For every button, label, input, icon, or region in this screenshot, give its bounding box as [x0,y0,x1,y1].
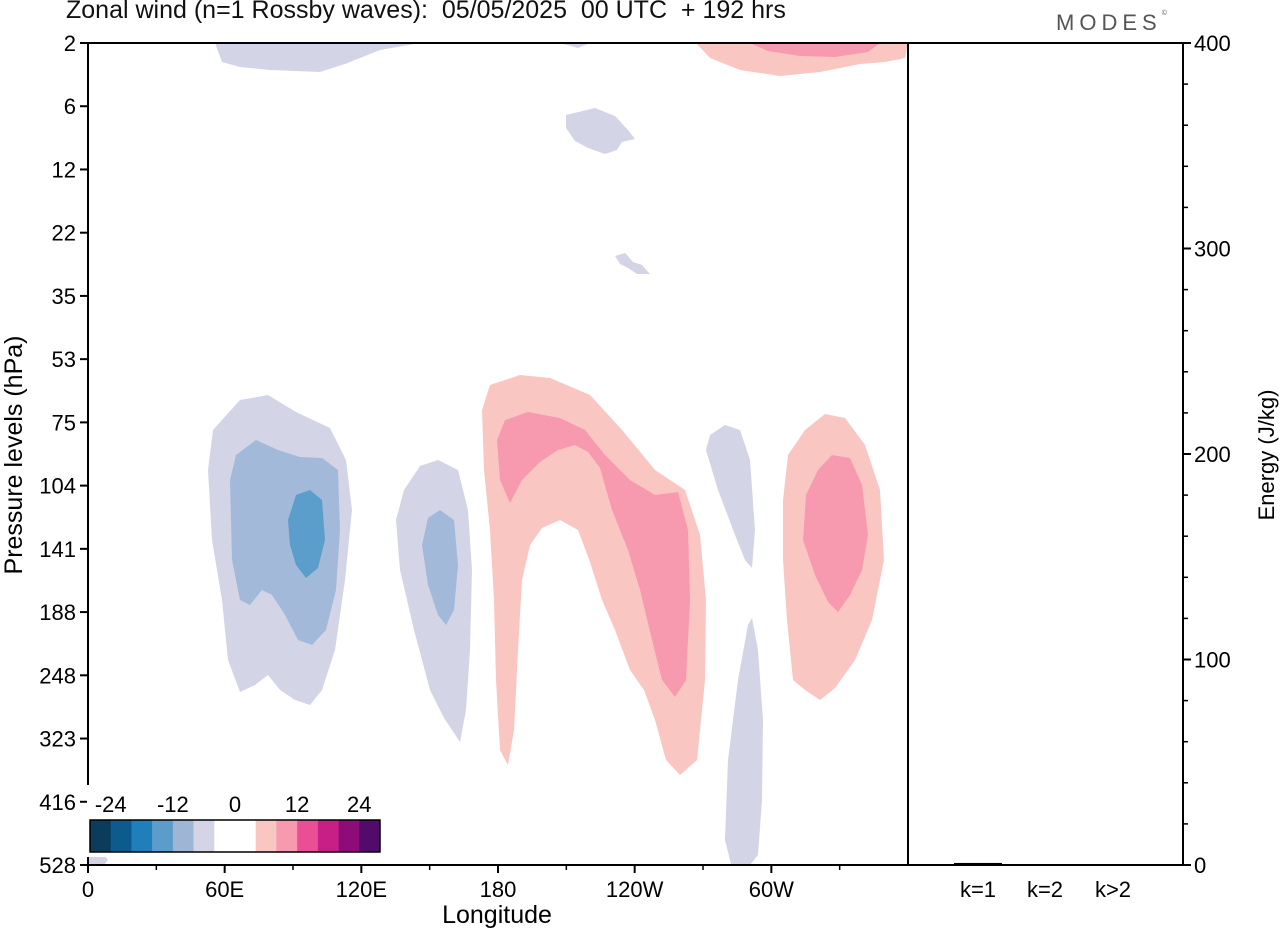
colorbar-label: -12 [157,792,189,817]
y-tick-label: 248 [39,663,76,688]
energy-bars: k=1 k=2 k>2 [954,862,1137,902]
colorbar-label: 12 [285,792,309,817]
contour-pos8-east [803,455,868,612]
energy-bar [1021,865,1069,866]
colorbar-swatch [131,820,153,852]
energy-category-label: k=2 [1027,877,1063,902]
y-tick-label: 141 [39,537,76,562]
colorbar-label: 24 [347,792,371,817]
y-tick-label: 528 [39,853,76,878]
colorbar-swatch [172,820,194,852]
contour-level-plus-8 [497,43,880,697]
contour-neg-east-lower [725,618,763,865]
colorbar-swatch [276,820,298,852]
contour-level-minus-8 [230,440,458,645]
y-axis-label: Pressure levels (hPa) [0,336,28,575]
energy-axis: 0 100 200 300 400 [1183,31,1231,878]
colorbar-swatch [152,820,174,852]
energy-panel-frame [908,42,1184,866]
y-tick-label: 75 [52,410,76,435]
energy-tick-label: 400 [1194,31,1231,56]
energy-axis-label: Energy (J/kg) [1254,390,1279,521]
y-tick-label: 6 [64,94,76,119]
y-tick-label: 416 [39,790,76,815]
contour-neg-upper-blob [566,108,635,154]
colorbar-swatch [359,820,381,852]
y-tick-label: 188 [39,600,76,625]
contour-pos8-top [750,43,880,57]
energy-category-label: k=1 [960,877,996,902]
colorbar-swatch [317,820,339,852]
contour-pos8-dateline [497,412,690,697]
colorbar-label: -24 [95,792,127,817]
modes-logo: MODES© [1056,10,1167,35]
x-axis-label: Longitude [442,901,552,929]
y-tick-label: 53 [52,347,76,372]
contour-neg-top-band [215,43,420,72]
y-tick-label: 35 [52,284,76,309]
y-tick-label: 22 [52,221,76,246]
energy-tick-label: 100 [1194,648,1231,673]
y-tick-label: 2 [64,31,76,56]
x-tick-label: 60W [749,877,794,902]
contour-neg8-dateline [422,510,458,625]
colorbar-swatch [235,820,257,852]
contour-field [88,43,908,865]
contour-pos-dateline [482,375,706,775]
contour-neg-small-blob [615,253,650,274]
contour-neg-east-upper [706,425,755,568]
y-tick-label: 323 [39,727,76,752]
pressure-axis: 2 6 12 22 35 53 75 104 141 188 248 323 416 528 [39,31,88,878]
x-tick-label: 60E [205,877,244,902]
energy-category-label: k>2 [1095,877,1131,902]
x-tick-label: 120W [606,877,664,902]
colorbar: -24 -12 0 12 24 [87,785,383,857]
contour-neg12-core [288,490,325,578]
energy-tick-label: 0 [1194,853,1206,878]
energy-tick-label: 200 [1194,442,1231,467]
brand-text: MODES [1056,10,1162,35]
energy-bar [1089,864,1137,866]
colorbar-swatch [338,820,360,852]
contour-level-minus-12 [288,490,325,578]
colorbar-swatch [90,820,112,852]
colorbar-swatch [193,820,215,852]
colorbar-frame [89,819,381,853]
colorbar-label: 0 [229,792,241,817]
x-tick-label: 180 [480,877,517,902]
x-tick-label: 120E [336,877,387,902]
colorbar-swatch [297,820,319,852]
colorbar-swatch [110,820,132,852]
contour-neg8-west-pacific [230,440,340,645]
colorbar-swatch [214,820,236,852]
energy-tick-label: 300 [1194,237,1231,262]
colorbar-swatch [255,820,277,852]
y-tick-label: 104 [39,474,76,499]
energy-bar [954,862,1002,865]
longitude-axis: 0 60E 120E 180 120W 60W [82,865,841,902]
chart-title: Zonal wind (n=1 Rossby waves): 05/05/202… [66,0,786,24]
x-tick-label: 0 [82,877,94,902]
y-tick-label: 12 [52,157,76,182]
contour-neg-top-right [560,43,590,48]
contour-level-plus-4 [482,43,908,775]
contour-level-minus-4 [88,43,763,865]
